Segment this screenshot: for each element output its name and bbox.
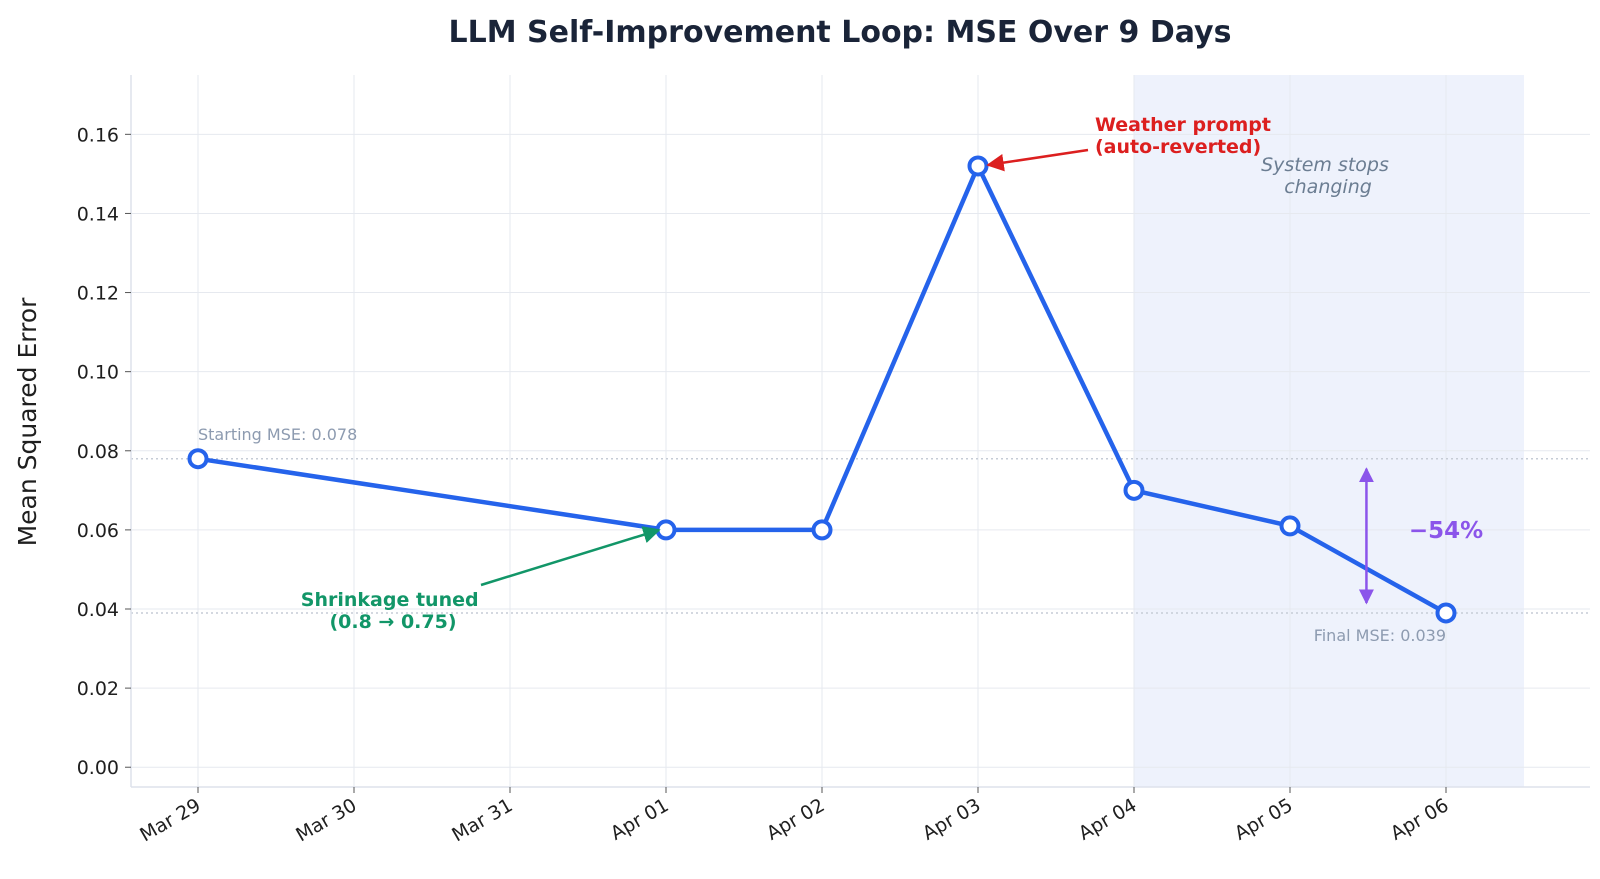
weather-prompt-annotation: Weather prompt (auto-reverted) (1095, 114, 1278, 158)
shrinkage-tuned-line-2: (0.8 → 0.75) (329, 611, 456, 633)
shrinkage-tuned-line-1: Shrinkage tuned (301, 589, 479, 611)
final-mse-label: Final MSE: 0.039 (1314, 626, 1446, 645)
x-tick-label: Apr 04 (1075, 794, 1141, 845)
y-axis-label: Mean Squared Error (13, 297, 42, 547)
shaded-region-system-stable (1134, 75, 1524, 787)
x-tick-label: Apr 06 (1387, 794, 1453, 845)
weather-prompt-arrow (986, 148, 1089, 172)
data-point (1435, 602, 1457, 624)
y-tick-label: 0.10 (77, 362, 119, 384)
weather-prompt-line-1: Weather prompt (1095, 114, 1271, 136)
data-point (1123, 479, 1145, 501)
shrinkage-tuned-annotation: Shrinkage tuned (0.8 → 0.75) (301, 589, 485, 633)
y-tick-label: 0.00 (77, 757, 119, 779)
shaded-region-label-line-2: changing (1284, 176, 1372, 198)
x-tick-label: Apr 02 (763, 794, 829, 845)
x-tick-label: Mar 30 (292, 794, 360, 846)
y-tick-label: 0.02 (77, 678, 119, 700)
x-tick-label: Apr 01 (607, 794, 673, 845)
shrinkage-tuned-arrow (480, 526, 661, 587)
y-tick-label: 0.14 (77, 203, 119, 225)
x-tick-label: Mar 31 (448, 794, 516, 846)
y-tick-label: 0.08 (77, 441, 119, 463)
chart-title: LLM Self-Improvement Loop: MSE Over 9 Da… (449, 15, 1232, 50)
starting-mse-label: Starting MSE: 0.078 (198, 425, 357, 444)
data-point (655, 519, 677, 541)
y-tick-label: 0.06 (77, 520, 119, 542)
y-tick-label: 0.04 (77, 599, 119, 621)
x-tick-label: Apr 05 (1231, 794, 1297, 845)
shaded-region-label-line-1: System stops (1261, 154, 1389, 176)
axes (130, 75, 1590, 788)
data-point (967, 155, 989, 177)
improvement-percent-label: −54% (1409, 518, 1483, 544)
weather-prompt-line-2: (auto-reverted) (1095, 136, 1261, 158)
shaded-region-label: System stops changing (1261, 154, 1395, 198)
x-tick-label: Apr 03 (919, 794, 985, 845)
data-point (187, 448, 209, 470)
x-tick-label: Mar 29 (136, 794, 204, 846)
y-tick-label: 0.12 (77, 283, 119, 305)
y-tick-label: 0.16 (77, 124, 119, 146)
data-point (1279, 515, 1301, 537)
series-mse (187, 155, 1457, 624)
grid-lines (131, 75, 1590, 787)
reference-lines (131, 457, 1590, 614)
data-point (811, 519, 833, 541)
